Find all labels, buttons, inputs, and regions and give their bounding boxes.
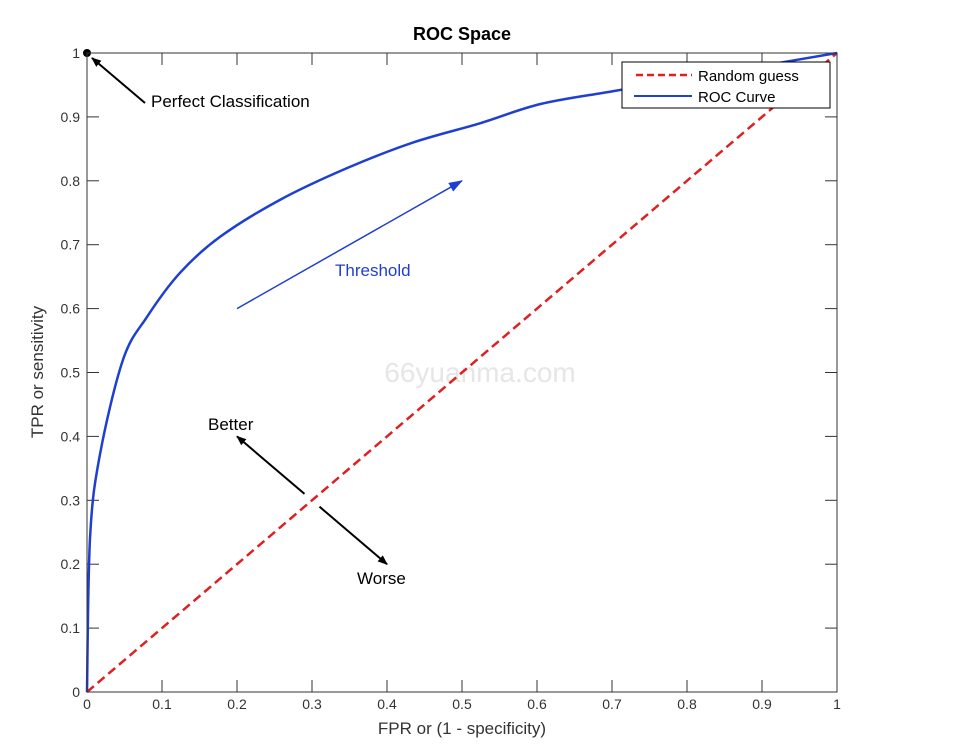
- random-guess-line: [86, 52, 838, 693]
- x-tick-label: 0: [83, 696, 91, 712]
- x-tick-label: 0.8: [677, 696, 697, 712]
- better-label: Better: [208, 415, 254, 434]
- x-tick-label: 0.4: [377, 696, 397, 712]
- threshold-arrow: [236, 180, 463, 310]
- x-tick-label: 0.7: [602, 696, 622, 712]
- x-tick-label: 1: [833, 696, 841, 712]
- x-tick-label: 0.9: [752, 696, 772, 712]
- perfect-classification-arrow: [91, 57, 146, 104]
- x-tick-label: 0.2: [227, 696, 247, 712]
- y-axis-label: TPR or sensitivity: [28, 305, 47, 438]
- perfect-classification-label: Perfect Classification: [151, 92, 310, 111]
- worse-label: Worse: [357, 569, 406, 588]
- y-tick-label: 0.5: [61, 365, 81, 381]
- x-tick-label: 0.1: [152, 696, 172, 712]
- x-tick-label: 0.6: [527, 696, 547, 712]
- y-tick-label: 0.2: [61, 556, 81, 572]
- y-tick-label: 0: [72, 684, 80, 700]
- y-tick-label: 0.4: [61, 428, 81, 444]
- y-tick-label: 0.8: [61, 173, 81, 189]
- watermark: 66yuanma.com: [384, 357, 575, 388]
- y-tick-label: 0.1: [61, 620, 81, 636]
- y-tick-label: 0.3: [61, 492, 81, 508]
- threshold-label: Threshold: [335, 261, 411, 280]
- y-tick-label: 0.9: [61, 109, 81, 125]
- worse-arrow: [318, 505, 388, 565]
- legend-label-random: Random guess: [698, 68, 799, 85]
- plot-frame: [86, 52, 838, 693]
- y-tick-label: 0.7: [61, 237, 81, 253]
- chart-title: ROC Space: [413, 24, 511, 44]
- legend-box: [621, 61, 831, 109]
- x-tick-label: 0.5: [452, 696, 472, 712]
- y-tick-label: 0.6: [61, 301, 81, 317]
- x-axis-label: FPR or (1 - specificity): [378, 719, 546, 738]
- x-tick-label: 0.3: [302, 696, 322, 712]
- legend-label-roc: ROC Curve: [698, 89, 776, 106]
- y-tick-label: 1: [72, 45, 80, 61]
- better-arrow: [236, 435, 306, 495]
- legend: Random guess ROC Curve: [621, 61, 831, 109]
